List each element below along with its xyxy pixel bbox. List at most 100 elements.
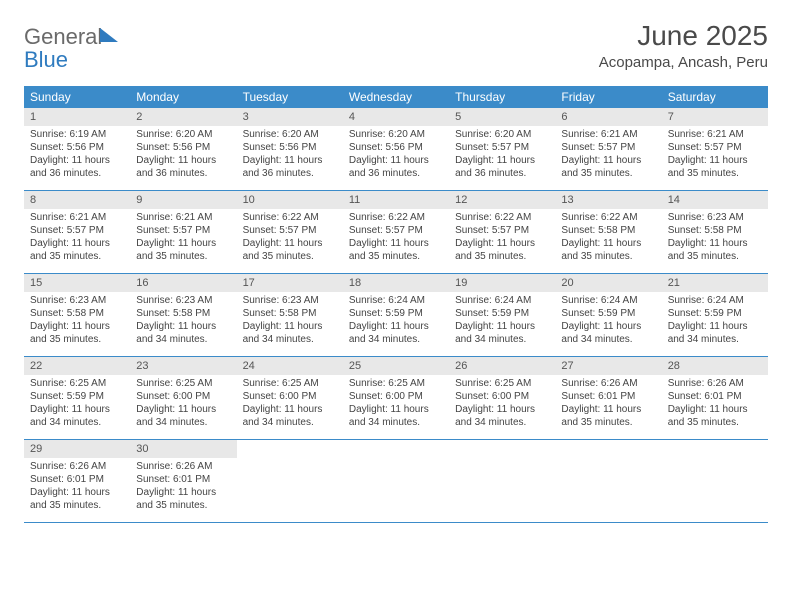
sunrise-line: Sunrise: 6:24 AM xyxy=(349,294,443,307)
sunrise-line: Sunrise: 6:20 AM xyxy=(243,128,337,141)
calendar-cell: 23Sunrise: 6:25 AMSunset: 6:00 PMDayligh… xyxy=(130,357,236,439)
calendar-row: 22Sunrise: 6:25 AMSunset: 5:59 PMDayligh… xyxy=(24,357,768,440)
day-number: 17 xyxy=(237,274,343,292)
weekday-header: Saturday xyxy=(662,86,768,108)
sunset-line: Sunset: 5:57 PM xyxy=(668,141,762,154)
logo-part2: Blue xyxy=(24,47,68,72)
daylight-line: Daylight: 11 hours and 34 minutes. xyxy=(455,403,549,429)
logo-text: General Blue xyxy=(24,26,118,72)
day-content: Sunrise: 6:23 AMSunset: 5:58 PMDaylight:… xyxy=(662,209,768,267)
calendar-cell: 18Sunrise: 6:24 AMSunset: 5:59 PMDayligh… xyxy=(343,274,449,356)
calendar-cell: . xyxy=(662,440,768,522)
daylight-line: Daylight: 11 hours and 35 minutes. xyxy=(30,320,124,346)
day-number: 21 xyxy=(662,274,768,292)
calendar-body: 1Sunrise: 6:19 AMSunset: 5:56 PMDaylight… xyxy=(24,108,768,523)
calendar-cell: 13Sunrise: 6:22 AMSunset: 5:58 PMDayligh… xyxy=(555,191,661,273)
day-number: 18 xyxy=(343,274,449,292)
calendar-cell: 7Sunrise: 6:21 AMSunset: 5:57 PMDaylight… xyxy=(662,108,768,190)
sunrise-line: Sunrise: 6:22 AM xyxy=(455,211,549,224)
day-content: Sunrise: 6:20 AMSunset: 5:56 PMDaylight:… xyxy=(343,126,449,184)
day-number: 3 xyxy=(237,108,343,126)
day-number: 9 xyxy=(130,191,236,209)
sunset-line: Sunset: 6:01 PM xyxy=(136,473,230,486)
day-number: 19 xyxy=(449,274,555,292)
day-content: Sunrise: 6:19 AMSunset: 5:56 PMDaylight:… xyxy=(24,126,130,184)
calendar-cell: 8Sunrise: 6:21 AMSunset: 5:57 PMDaylight… xyxy=(24,191,130,273)
daylight-line: Daylight: 11 hours and 34 minutes. xyxy=(243,320,337,346)
sunset-line: Sunset: 5:57 PM xyxy=(243,224,337,237)
day-content: Sunrise: 6:26 AMSunset: 6:01 PMDaylight:… xyxy=(662,375,768,433)
daylight-line: Daylight: 11 hours and 35 minutes. xyxy=(349,237,443,263)
day-number: 16 xyxy=(130,274,236,292)
sunrise-line: Sunrise: 6:26 AM xyxy=(136,460,230,473)
calendar-row: 8Sunrise: 6:21 AMSunset: 5:57 PMDaylight… xyxy=(24,191,768,274)
day-content: Sunrise: 6:24 AMSunset: 5:59 PMDaylight:… xyxy=(449,292,555,350)
calendar-row: 15Sunrise: 6:23 AMSunset: 5:58 PMDayligh… xyxy=(24,274,768,357)
day-content: Sunrise: 6:25 AMSunset: 6:00 PMDaylight:… xyxy=(237,375,343,433)
calendar-cell: . xyxy=(343,440,449,522)
day-content: Sunrise: 6:20 AMSunset: 5:56 PMDaylight:… xyxy=(237,126,343,184)
day-number: 28 xyxy=(662,357,768,375)
day-content: Sunrise: 6:24 AMSunset: 5:59 PMDaylight:… xyxy=(343,292,449,350)
day-content: Sunrise: 6:20 AMSunset: 5:56 PMDaylight:… xyxy=(130,126,236,184)
calendar-cell: 4Sunrise: 6:20 AMSunset: 5:56 PMDaylight… xyxy=(343,108,449,190)
sunset-line: Sunset: 5:59 PM xyxy=(668,307,762,320)
sunrise-line: Sunrise: 6:25 AM xyxy=(136,377,230,390)
calendar-cell: 28Sunrise: 6:26 AMSunset: 6:01 PMDayligh… xyxy=(662,357,768,439)
sunset-line: Sunset: 6:00 PM xyxy=(136,390,230,403)
day-content: Sunrise: 6:25 AMSunset: 5:59 PMDaylight:… xyxy=(24,375,130,433)
day-number: 5 xyxy=(449,108,555,126)
day-number: 27 xyxy=(555,357,661,375)
weekday-header: Monday xyxy=(130,86,236,108)
calendar-cell: . xyxy=(555,440,661,522)
day-number: 30 xyxy=(130,440,236,458)
sunset-line: Sunset: 5:57 PM xyxy=(455,224,549,237)
calendar-cell: 5Sunrise: 6:20 AMSunset: 5:57 PMDaylight… xyxy=(449,108,555,190)
day-content: Sunrise: 6:20 AMSunset: 5:57 PMDaylight:… xyxy=(449,126,555,184)
daylight-line: Daylight: 11 hours and 36 minutes. xyxy=(30,154,124,180)
daylight-line: Daylight: 11 hours and 35 minutes. xyxy=(668,403,762,429)
sunset-line: Sunset: 6:00 PM xyxy=(243,390,337,403)
sunset-line: Sunset: 5:57 PM xyxy=(30,224,124,237)
weekday-header: Thursday xyxy=(449,86,555,108)
sunrise-line: Sunrise: 6:20 AM xyxy=(455,128,549,141)
calendar: SundayMondayTuesdayWednesdayThursdayFrid… xyxy=(24,86,768,523)
logo-triangle-icon xyxy=(100,28,118,42)
day-number: 1 xyxy=(24,108,130,126)
day-content: Sunrise: 6:26 AMSunset: 6:01 PMDaylight:… xyxy=(555,375,661,433)
day-content: Sunrise: 6:21 AMSunset: 5:57 PMDaylight:… xyxy=(24,209,130,267)
sunset-line: Sunset: 5:59 PM xyxy=(561,307,655,320)
sunset-line: Sunset: 5:59 PM xyxy=(30,390,124,403)
sunset-line: Sunset: 5:57 PM xyxy=(561,141,655,154)
daylight-line: Daylight: 11 hours and 34 minutes. xyxy=(561,320,655,346)
sunrise-line: Sunrise: 6:22 AM xyxy=(561,211,655,224)
daylight-line: Daylight: 11 hours and 36 minutes. xyxy=(455,154,549,180)
title-block: June 2025 Acopampa, Ancash, Peru xyxy=(599,20,768,71)
sunrise-line: Sunrise: 6:24 AM xyxy=(455,294,549,307)
calendar-cell: 19Sunrise: 6:24 AMSunset: 5:59 PMDayligh… xyxy=(449,274,555,356)
day-content: Sunrise: 6:23 AMSunset: 5:58 PMDaylight:… xyxy=(24,292,130,350)
sunrise-line: Sunrise: 6:26 AM xyxy=(561,377,655,390)
daylight-line: Daylight: 11 hours and 34 minutes. xyxy=(349,320,443,346)
day-number: 14 xyxy=(662,191,768,209)
day-content: Sunrise: 6:26 AMSunset: 6:01 PMDaylight:… xyxy=(24,458,130,516)
calendar-cell: 9 Sunrise: 6:21 AMSunset: 5:57 PMDaylight… xyxy=(130,191,236,273)
daylight-line: Daylight: 11 hours and 36 minutes. xyxy=(136,154,230,180)
day-content: Sunrise: 6:21 AMSunset: 5:57 PMDaylight:… xyxy=(555,126,661,184)
daylight-line: Daylight: 11 hours and 35 minutes. xyxy=(136,237,230,263)
daylight-line: Daylight: 11 hours and 35 minutes. xyxy=(30,486,124,512)
daylight-line: Daylight: 11 hours and 34 minutes. xyxy=(136,403,230,429)
day-number: 20 xyxy=(555,274,661,292)
day-content: Sunrise: 6:25 AMSunset: 6:00 PMDaylight:… xyxy=(343,375,449,433)
sunset-line: Sunset: 5:57 PM xyxy=(136,224,230,237)
sunrise-line: Sunrise: 6:21 AM xyxy=(136,211,230,224)
day-content: Sunrise: 6:22 AMSunset: 5:57 PMDaylight:… xyxy=(449,209,555,267)
day-number: 7 xyxy=(662,108,768,126)
sunrise-line: Sunrise: 6:25 AM xyxy=(243,377,337,390)
daylight-line: Daylight: 11 hours and 35 minutes. xyxy=(561,154,655,180)
day-content: Sunrise: 6:21 AMSunset: 5:57 PMDaylight:… xyxy=(662,126,768,184)
calendar-cell: 12Sunrise: 6:22 AMSunset: 5:57 PMDayligh… xyxy=(449,191,555,273)
daylight-line: Daylight: 11 hours and 35 minutes. xyxy=(30,237,124,263)
sunrise-line: Sunrise: 6:24 AM xyxy=(561,294,655,307)
day-number: 11 xyxy=(343,191,449,209)
